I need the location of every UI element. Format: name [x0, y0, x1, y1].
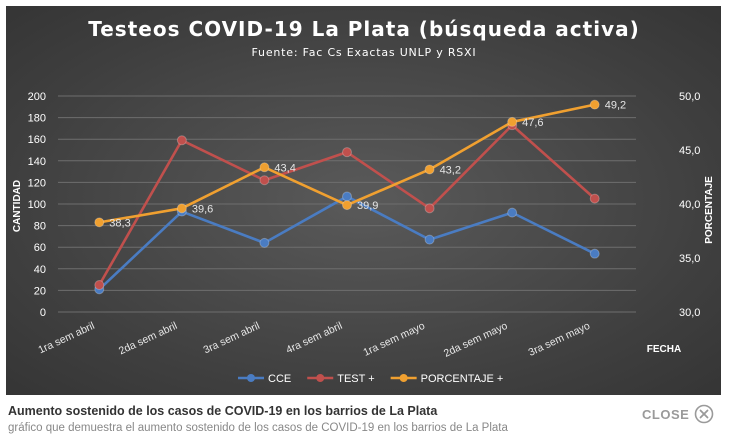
data-label: 43,4 — [274, 162, 295, 174]
data-point-cce — [342, 191, 352, 202]
y2-tick-label: 45,0 — [679, 145, 700, 157]
data-label: 39,9 — [357, 200, 378, 212]
x-tick-label: 3ra sem mayo — [527, 320, 593, 359]
data-point-porcentaje — [589, 99, 600, 110]
data-point-test — [342, 147, 352, 158]
y2-tick-label: 50,0 — [679, 91, 700, 103]
x-tick-label: 4ra sem abril — [284, 320, 344, 357]
data-point-test — [589, 193, 600, 204]
legend-marker-porcentaje — [399, 374, 408, 382]
data-point-porcentaje — [424, 164, 435, 175]
chart-panel: Testeos COVID-19 La Plata (búsqueda acti… — [6, 6, 721, 395]
x-tick-label: 1ra sem mayo — [361, 320, 427, 359]
y-tick-label: 80 — [34, 221, 46, 233]
y-tick-label: 20 — [34, 285, 46, 297]
data-point-porcentaje — [342, 200, 352, 211]
chart-subtitle: Fuente: Fac Cs Exactas UNLP y RSXI — [252, 46, 477, 59]
caption-title: Aumento sostenido de los casos de COVID-… — [8, 404, 438, 418]
y-tick-label: 40 — [34, 264, 46, 276]
chart-title: Testeos COVID-19 La Plata (búsqueda acti… — [88, 17, 640, 41]
y-tick-label: 200 — [28, 91, 46, 103]
data-point-cce — [259, 237, 270, 248]
legend-label: PORCENTAJE + — [421, 373, 504, 385]
line-chart: Testeos COVID-19 La Plata (búsqueda acti… — [12, 17, 715, 385]
y-tick-label: 160 — [28, 134, 46, 146]
y2-tick-label: 35,0 — [679, 253, 700, 265]
left-axis-ticks: 0 20 40 60 80 100 120 140 160 180 200 — [28, 91, 46, 319]
chart-legend: CCE TEST + PORCENTAJE + — [238, 373, 503, 385]
data-point-cce — [424, 234, 435, 245]
x-tick-label: 2da sem abril — [117, 320, 179, 358]
close-button[interactable]: CLOSE — [642, 403, 714, 425]
data-point-porcentaje — [507, 116, 518, 127]
y-tick-label: 60 — [34, 242, 46, 254]
data-point-test — [94, 280, 105, 290]
x-tick-label: 3ra sem abril — [202, 320, 262, 357]
legend-label: TEST + — [337, 373, 374, 385]
caption-subtitle: gráfico que demuestra el aumento sosteni… — [8, 422, 508, 434]
legend-marker-test — [316, 374, 325, 382]
close-label: CLOSE — [642, 406, 690, 422]
data-point-cce — [507, 207, 518, 218]
y2-tick-label: 30,0 — [679, 307, 700, 319]
y-tick-label: 140 — [28, 156, 46, 168]
data-point-porcentaje — [259, 162, 270, 173]
x-axis-ticks: 1ra sem abril 2da sem abril 3ra sem abril 4… — [36, 320, 592, 360]
data-label: 38,3 — [109, 217, 130, 229]
data-label: 49,2 — [605, 100, 626, 112]
data-label: 47,6 — [522, 117, 543, 129]
data-point-test — [424, 203, 435, 214]
x-tick-label: 1ra sem abril — [36, 320, 96, 357]
x-axis-label: FECHA — [647, 344, 681, 355]
right-axis-ticks: 30,0 35,0 40,0 45,0 50,0 — [679, 91, 700, 319]
data-point-test — [259, 175, 270, 186]
data-label: 43,2 — [440, 164, 461, 176]
data-point-cce — [589, 248, 600, 259]
y-axis-label: CANTIDAD — [12, 180, 23, 232]
legend-label: CCE — [268, 373, 291, 385]
y2-tick-label: 40,0 — [679, 199, 700, 211]
y-tick-label: 120 — [28, 177, 46, 189]
data-label: 39,6 — [192, 203, 213, 215]
y-tick-label: 180 — [28, 113, 46, 125]
y-tick-label: 0 — [40, 307, 46, 319]
close-icon — [694, 404, 714, 424]
x-tick-label: 2da sem mayo — [442, 320, 510, 360]
y2-axis-label: PORCENTAJE — [704, 176, 715, 244]
series-layer: 38,3 39,6 43,4 39,9 43,2 47,6 49,2 — [94, 99, 626, 295]
data-point-porcentaje — [176, 203, 187, 214]
data-point-porcentaje — [94, 217, 105, 228]
caption: Aumento sostenido de los casos de COVID-… — [8, 404, 628, 434]
data-point-test — [176, 135, 187, 146]
y-tick-label: 100 — [28, 199, 46, 211]
legend-marker-cce — [247, 374, 255, 382]
